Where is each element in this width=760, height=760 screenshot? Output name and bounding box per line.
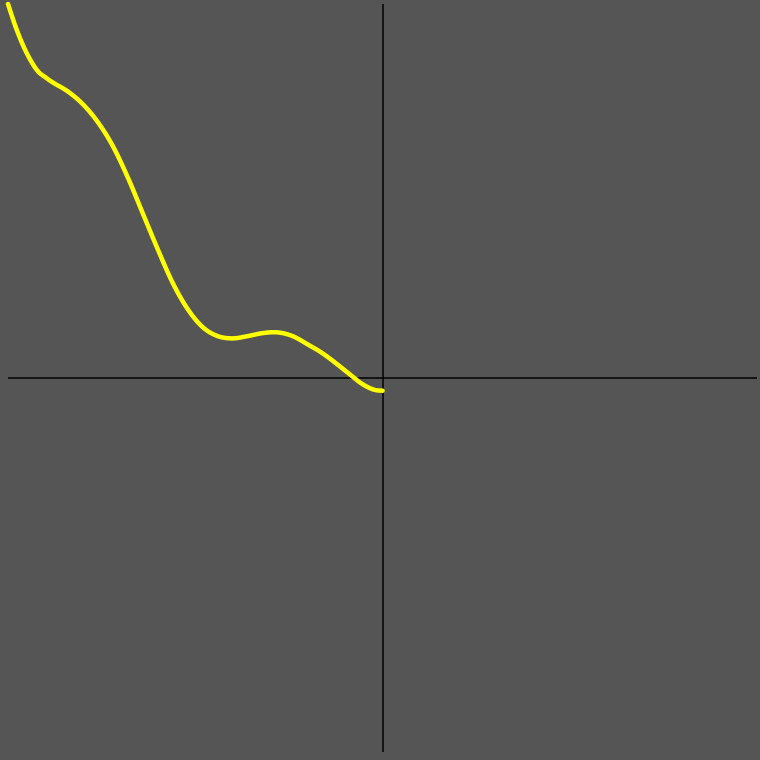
curve-point <box>6 2 10 6</box>
curve-point <box>290 334 295 339</box>
curve-point <box>170 281 175 285</box>
curve-point <box>65 89 70 94</box>
curve-point <box>13 24 18 29</box>
curve-point <box>140 211 145 216</box>
curve-point <box>350 374 355 379</box>
curve-point <box>230 336 235 341</box>
curve-point <box>260 331 265 336</box>
curve-point <box>20 43 25 48</box>
curve-point <box>155 247 160 252</box>
curve-point <box>305 342 310 347</box>
curve-point <box>358 380 363 385</box>
curve-point <box>43 75 48 80</box>
curve-point <box>185 307 190 312</box>
curve-point <box>380 388 385 393</box>
curve-point <box>125 175 130 180</box>
curve-point <box>320 351 325 356</box>
curve-point <box>215 334 220 339</box>
curve-point <box>245 334 250 339</box>
curve-point <box>28 58 33 63</box>
curve-point <box>373 387 378 392</box>
curve-point <box>110 144 115 149</box>
curve-point <box>50 80 55 85</box>
curve-point <box>95 120 100 125</box>
curve-point <box>200 325 205 330</box>
curve-point <box>275 330 280 335</box>
curve-point <box>343 368 348 373</box>
curve-point <box>335 362 340 367</box>
curve-point <box>35 69 40 74</box>
curve-point <box>80 102 85 107</box>
curve-series <box>5 1 385 393</box>
curve-point <box>365 384 370 389</box>
